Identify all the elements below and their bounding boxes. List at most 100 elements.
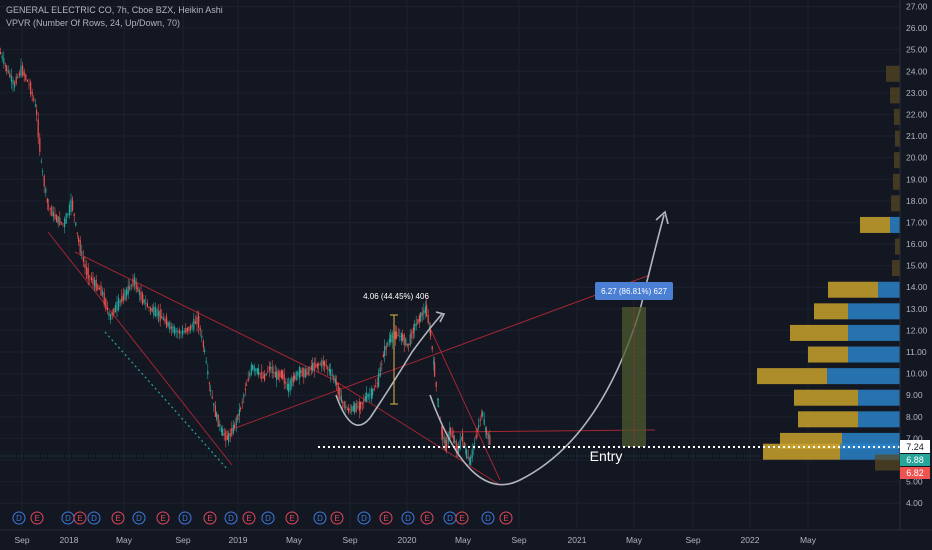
volume-bar-down	[895, 238, 900, 255]
candle-body	[399, 335, 401, 337]
candle-body	[454, 441, 456, 443]
candle-body	[65, 213, 67, 224]
candle-body	[210, 390, 212, 392]
drawing-overlays	[318, 210, 900, 486]
candle-body	[234, 424, 236, 428]
candle-body	[253, 365, 255, 372]
candle-body	[441, 426, 443, 435]
candles	[0, 47, 491, 466]
volume-bar-up	[848, 303, 900, 320]
candle-body	[116, 301, 118, 311]
candle-body	[470, 456, 472, 466]
candle-body	[312, 362, 314, 372]
candle-body	[409, 333, 411, 346]
candle-body	[315, 364, 317, 368]
dividend-marker[interactable]	[357, 511, 371, 525]
price-tick-label: 27.00	[906, 1, 928, 11]
candle-body	[405, 338, 407, 346]
candle-body	[478, 425, 480, 428]
dividend-marker[interactable]	[178, 511, 192, 525]
candle-body	[481, 412, 483, 416]
candle-body	[387, 342, 389, 346]
dividend-marker[interactable]	[87, 511, 101, 525]
candle-body	[175, 330, 177, 332]
candle-body	[330, 369, 332, 376]
candle-body	[170, 326, 172, 329]
candle-body	[172, 326, 174, 333]
marker-letter: D	[485, 514, 491, 523]
candle-body	[316, 362, 318, 368]
candle-body	[12, 79, 14, 85]
candle-body	[486, 430, 488, 435]
marker-letter: E	[34, 514, 39, 523]
earnings-marker[interactable]	[30, 511, 44, 525]
low-price-badge	[900, 467, 930, 479]
earnings-marker[interactable]	[499, 511, 513, 525]
time-tick-label: Sep	[14, 535, 29, 545]
candle-body	[264, 373, 266, 381]
dividend-marker[interactable]	[132, 511, 146, 525]
candle-body	[142, 294, 144, 304]
dividend-marker[interactable]	[261, 511, 275, 525]
dividend-marker[interactable]	[12, 511, 26, 525]
candle-body	[482, 411, 484, 417]
dividend-marker[interactable]	[481, 511, 495, 525]
earnings-marker[interactable]	[455, 511, 469, 525]
candle-body	[222, 428, 224, 436]
trendlines	[0, 231, 760, 486]
candle-body	[70, 199, 72, 213]
earnings-marker[interactable]	[156, 511, 170, 525]
candle-body	[34, 104, 36, 107]
candle-body	[291, 377, 293, 387]
candle-body	[166, 320, 168, 325]
price-tick-label: 24.00	[906, 66, 928, 76]
dividend-marker[interactable]	[313, 511, 327, 525]
candle-body	[310, 365, 312, 371]
earnings-marker[interactable]	[330, 511, 344, 525]
candle-body	[30, 81, 32, 95]
candle-body	[229, 433, 231, 437]
candle-body	[130, 284, 132, 286]
candle-body	[459, 439, 461, 449]
candle-body	[135, 281, 137, 290]
candle-body	[182, 331, 184, 333]
candle-body	[146, 303, 148, 308]
candle-body	[75, 222, 77, 226]
low-price-text: 6.82	[906, 468, 924, 478]
price-tick-label: 16.00	[906, 239, 928, 249]
candle-body	[431, 346, 433, 350]
earnings-marker[interactable]	[73, 511, 87, 525]
candle-body	[271, 366, 273, 374]
candle-body	[95, 279, 97, 291]
earnings-marker[interactable]	[285, 511, 299, 525]
marker-letter: E	[503, 514, 508, 523]
price-tick-label: 22.00	[906, 109, 928, 119]
candle-body	[424, 306, 426, 313]
candle-body	[351, 406, 353, 412]
candle-body	[20, 65, 22, 77]
candle-body	[132, 278, 134, 286]
dividend-marker[interactable]	[224, 511, 238, 525]
candle-body	[232, 424, 234, 433]
earnings-marker[interactable]	[203, 511, 217, 525]
candle-body	[97, 284, 99, 290]
earnings-marker[interactable]	[111, 511, 125, 525]
candle-body	[465, 449, 467, 454]
candle-body	[180, 332, 182, 334]
candle-body	[243, 394, 245, 398]
earnings-marker[interactable]	[379, 511, 393, 525]
earnings-marker[interactable]	[242, 511, 256, 525]
candle-body	[194, 321, 196, 324]
time-axis[interactable]: Sep 2018 May Sep 2019 May Sep 2020 May Sep 2021 May…	[14, 535, 816, 545]
price-axis[interactable]: 4.005.006.007.008.009.0010.0011.0012.001…	[906, 1, 928, 508]
candle-body	[48, 205, 50, 207]
earnings-marker[interactable]	[420, 511, 434, 525]
time-tick-label: May	[626, 535, 643, 545]
candle-body	[118, 301, 120, 307]
candle-body	[43, 175, 45, 187]
target-label-box[interactable]	[595, 282, 673, 300]
candle-body	[384, 346, 386, 356]
dividend-marker[interactable]	[401, 511, 415, 525]
marker-letter: D	[265, 514, 271, 523]
